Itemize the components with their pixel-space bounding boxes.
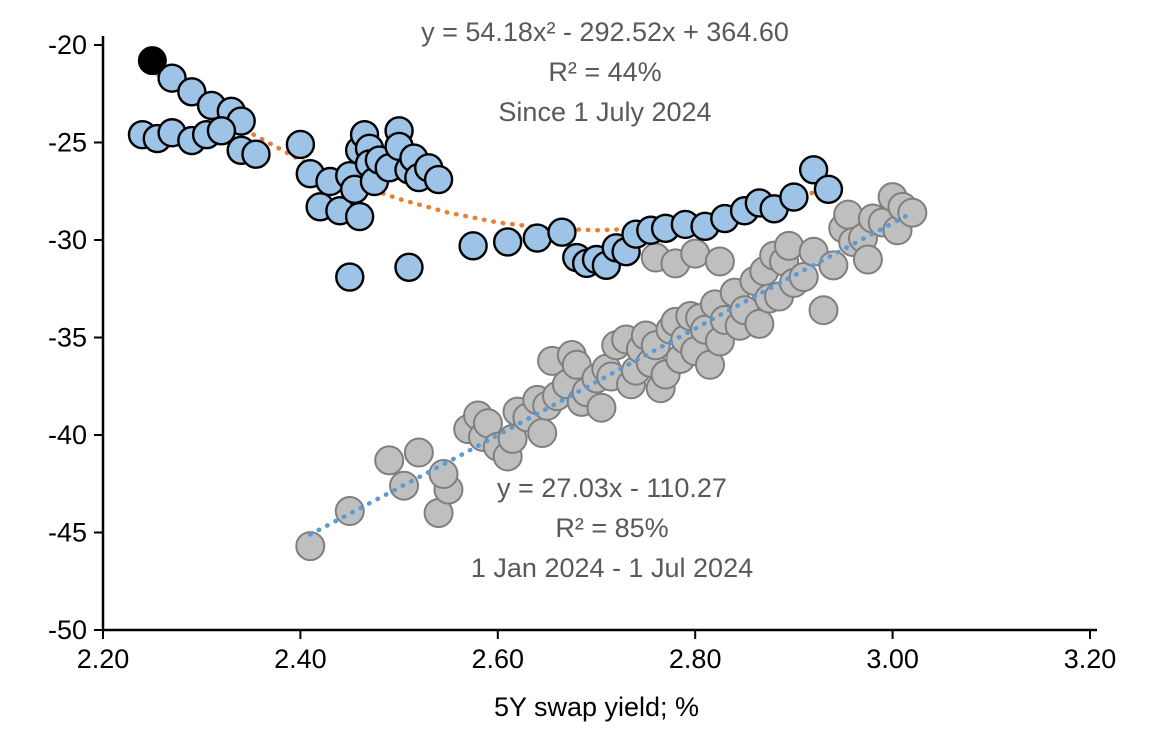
period-label-jan-jul: 1 Jan 2024 - 1 Jul 2024 — [470, 553, 754, 583]
y-tick-label: -45 — [48, 518, 87, 548]
period-label-since-july: Since 1 July 2024 — [498, 97, 712, 127]
data-point — [744, 308, 775, 339]
data-point — [680, 238, 711, 269]
r-squared-quadratic: R² = 44% — [548, 57, 662, 87]
y-tick-label: -30 — [48, 225, 87, 255]
data-point — [818, 250, 849, 281]
data-point — [773, 230, 804, 261]
data-point — [852, 244, 883, 275]
data-point — [897, 197, 928, 228]
annotation-jan-jul: y = 27.03x - 110.27 R² = 85% 1 Jan 2024 … — [292, 468, 932, 588]
x-tick-label: 2.20 — [77, 644, 130, 674]
annotation-since-july: y = 54.18x² - 292.52x + 364.60 R² = 44% … — [285, 12, 925, 132]
data-point — [177, 77, 207, 107]
x-tick-label: 3.20 — [1064, 644, 1117, 674]
y-tick-label: -40 — [48, 420, 87, 450]
data-point — [522, 223, 552, 253]
x-axis-title: 5Y swap yield; % — [493, 692, 700, 722]
x-tick-label: 2.40 — [274, 644, 327, 674]
y-tick-label: -20 — [48, 30, 87, 60]
data-point — [137, 46, 167, 76]
y-tick-label: -35 — [48, 323, 87, 353]
data-point — [335, 262, 365, 292]
y-tick-label: -50 — [48, 615, 87, 645]
data-point — [403, 437, 434, 468]
data-point — [206, 116, 237, 146]
data-point — [547, 217, 577, 247]
data-point — [374, 445, 405, 476]
y-tick-label: -25 — [48, 128, 87, 158]
equation-quadratic: y = 54.18x² - 292.52x + 364.60 — [421, 17, 789, 47]
data-point — [586, 392, 617, 423]
data-point — [788, 262, 819, 293]
data-point — [492, 227, 523, 257]
data-point — [458, 231, 488, 261]
data-point — [779, 182, 809, 212]
x-tick-label: 3.00 — [866, 644, 919, 674]
data-point — [344, 201, 375, 232]
data-point — [241, 139, 271, 169]
data-point — [394, 252, 424, 282]
data-point — [813, 174, 844, 205]
data-point — [285, 129, 316, 160]
r-squared-linear: R² = 85% — [555, 513, 669, 543]
data-point — [798, 155, 829, 185]
x-tick-label: 2.60 — [472, 644, 525, 674]
data-point — [808, 295, 839, 326]
x-tick-label: 2.80 — [669, 644, 722, 674]
data-point — [423, 164, 454, 195]
data-point — [157, 63, 187, 93]
data-point — [704, 246, 735, 277]
equation-linear: y = 27.03x - 110.27 — [497, 473, 727, 503]
data-point — [527, 418, 558, 449]
